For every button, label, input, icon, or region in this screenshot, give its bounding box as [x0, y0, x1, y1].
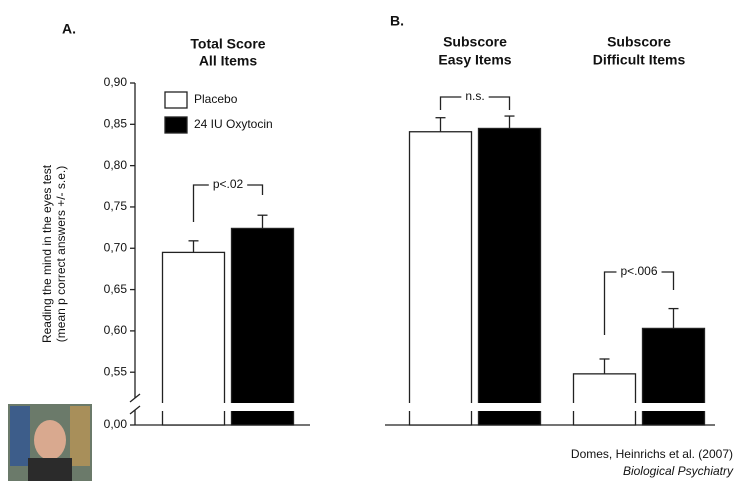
y-axis-label: Reading the mind in the eyes test: [40, 164, 54, 343]
y-tick-label: 0,90: [104, 75, 128, 89]
bar: [230, 227, 295, 426]
legend-swatch: [164, 116, 188, 134]
y-tick-label: 0,85: [104, 116, 128, 130]
bar: [477, 127, 542, 426]
group-title: Subscore: [443, 34, 507, 50]
y-tick-label: 0,70: [104, 240, 128, 254]
y-axis-label: (mean p correct answers +/- s.e.): [54, 166, 68, 342]
bar-break: [640, 403, 707, 411]
significance-label: p<.02: [213, 177, 244, 191]
citation-authors: Domes, Heinrichs et al. (2007): [571, 447, 733, 461]
panel-label: A.: [62, 21, 76, 37]
axis-break: [129, 393, 141, 403]
group-title: Total Score: [190, 36, 265, 52]
citation-journal: Biological Psychiatry: [623, 464, 734, 478]
group-title: Subscore: [607, 34, 671, 50]
bar-break: [229, 403, 296, 411]
y-tick-label: 0,65: [104, 282, 128, 296]
y-tick-label: 0,80: [104, 158, 128, 172]
group-title: All Items: [199, 53, 258, 69]
bar: [408, 131, 473, 426]
significance-bracket: [603, 271, 675, 335]
legend-swatch: [164, 91, 188, 109]
bar-break: [476, 403, 543, 411]
legend-label: Placebo: [194, 92, 238, 106]
y-tick-label: 0,55: [104, 364, 128, 378]
legend-label: 24 IU Oxytocin: [194, 117, 273, 131]
bar: [572, 373, 637, 426]
bar-break: [571, 403, 638, 411]
photo: [8, 404, 92, 481]
y-tick-label: 0,00: [104, 417, 128, 431]
y-tick-label: 0,60: [104, 323, 128, 337]
significance-bracket: [192, 184, 264, 222]
axis-break: [129, 405, 141, 415]
bar-break: [407, 403, 474, 411]
y-tick-label: 0,75: [104, 199, 128, 213]
significance-label: p<.006: [620, 264, 657, 278]
group-title: Easy Items: [438, 52, 511, 68]
panel-label: B.: [390, 13, 404, 29]
bar-break: [160, 403, 227, 411]
significance-bracket: [439, 96, 511, 110]
group-title: Difficult Items: [593, 52, 686, 68]
bar: [161, 251, 226, 426]
significance-label: n.s.: [465, 89, 484, 103]
